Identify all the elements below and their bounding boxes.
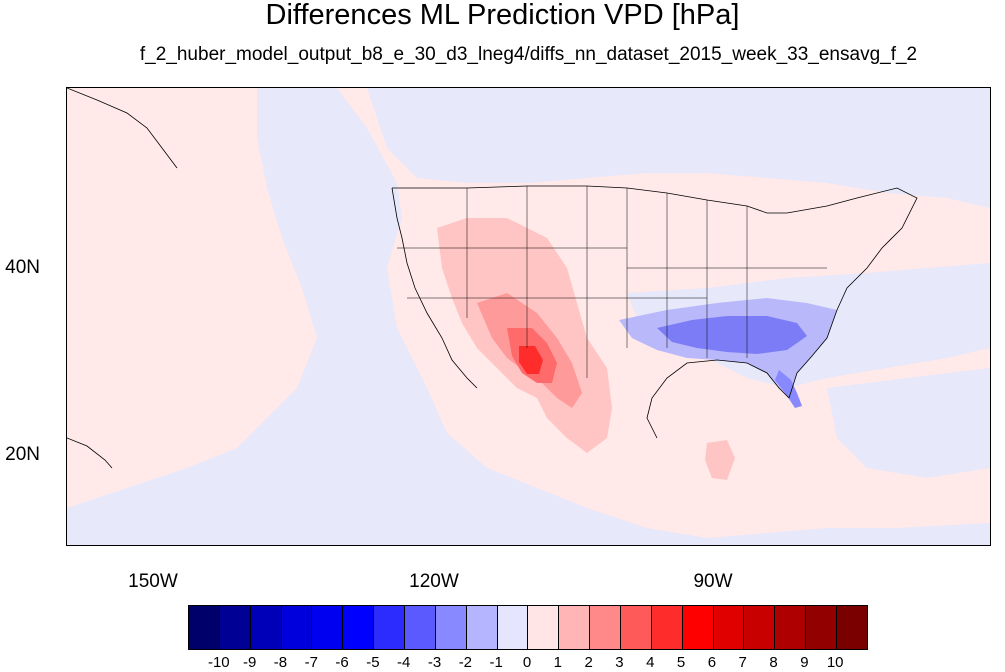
southeast-strong-negative-region (657, 316, 807, 354)
colorbar-tick-label: 6 (707, 654, 717, 671)
colorbar-tick-label: -2 (458, 654, 473, 671)
pacific-negative-region (67, 88, 990, 545)
colorbar-swatch (435, 606, 467, 649)
colorbar-tick-label: -7 (304, 654, 318, 671)
state-borders (397, 186, 827, 378)
colorbar-tick-label: -6 (335, 654, 349, 671)
colorbar-swatch (528, 606, 560, 649)
colorbar-tick-label: 4 (646, 654, 655, 671)
lat-label-40n: 40N (5, 257, 40, 278)
map-subtitle: f_2_huber_model_output_b8_e_30_d3_lneg4/… (139, 44, 918, 65)
colorbar-tick-label: -4 (397, 654, 411, 671)
colorbar-tick-label: 0 (522, 654, 532, 671)
colorbar-swatch (559, 606, 591, 649)
colorbar-tick-label: 9 (800, 654, 809, 671)
colorbar-tick-label: -8 (273, 654, 288, 671)
florida-negative-region (775, 370, 802, 408)
colorbar-swatch (806, 606, 838, 649)
colorbar-tick-label: -1 (489, 654, 503, 671)
colorbar-swatch (682, 606, 714, 649)
colorbar-tick-label: 2 (584, 654, 593, 671)
vpd-difference-map (67, 88, 990, 545)
colorbar-swatch (312, 606, 344, 649)
colorbar-swatch (189, 606, 220, 649)
colorbar-swatch (837, 606, 867, 649)
lat-label-20n: 20N (5, 444, 40, 465)
coastlines (67, 88, 918, 469)
colorbar-swatch (713, 606, 745, 649)
caribbean-positive-region (705, 440, 735, 480)
map-title: Differences ML Prediction VPD [hPa] (265, 0, 740, 31)
colorbar-swatch (775, 606, 807, 649)
map-panel (66, 87, 991, 546)
colorbar-swatch (621, 606, 652, 649)
colorbar-tick-label: 1 (553, 654, 562, 671)
colorbar-swatch (497, 606, 529, 649)
colorbar-tick-label: 5 (676, 654, 686, 671)
colorbar-tick-label: 8 (769, 654, 778, 671)
colorbar-swatch (250, 606, 282, 649)
lon-label-150w: 150W (128, 571, 178, 592)
colorbar-swatch (590, 606, 622, 649)
colorbar-swatch (219, 606, 251, 649)
colorbar (188, 605, 868, 650)
colorbar-swatch (343, 606, 375, 649)
colorbar-tick-label: -3 (427, 654, 442, 671)
colorbar-swatch (651, 606, 683, 649)
colorbar-tick-label: 3 (615, 654, 624, 671)
colorbar-tick-label: 10 (826, 654, 844, 671)
colorbar-tick-label: -10 (207, 654, 230, 671)
colorbar-swatch (405, 606, 436, 649)
colorbar-tick-label: -9 (242, 654, 257, 671)
colorbar-tick-label: 7 (738, 654, 747, 671)
northern-negative-region (367, 88, 990, 208)
atlantic-negative-region (827, 368, 990, 478)
lon-label-90w: 90W (693, 571, 733, 592)
arizona-max-positive-region (519, 346, 543, 374)
colorbar-swatch (374, 606, 406, 649)
colorbar-tick-label: -5 (366, 654, 380, 671)
colorbar-swatch (466, 606, 498, 649)
colorbar-swatch (744, 606, 776, 649)
colorbar-swatch (281, 606, 313, 649)
lon-label-120w: 120W (409, 571, 459, 592)
